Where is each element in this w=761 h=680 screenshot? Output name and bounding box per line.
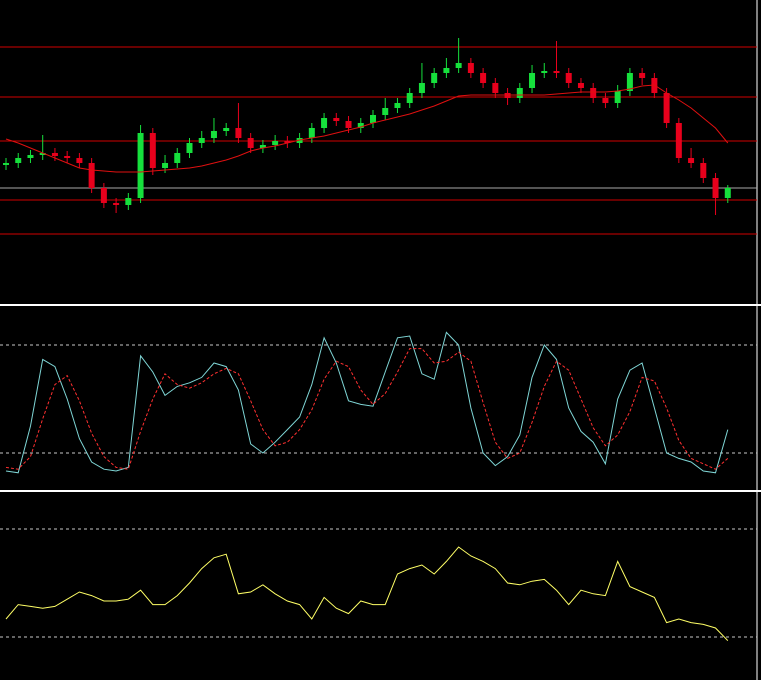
- candle-body: [675, 123, 682, 158]
- candle-body: [590, 88, 597, 98]
- candle-body: [100, 188, 107, 203]
- candle-body: [259, 145, 266, 148]
- candle-body: [76, 158, 83, 163]
- series-line: [5, 348, 729, 470]
- candle-body: [64, 156, 71, 158]
- candle-body: [418, 83, 425, 93]
- candle-body: [626, 73, 633, 91]
- candle-body: [443, 68, 450, 73]
- candle-body: [149, 133, 156, 168]
- candle-body: [3, 163, 9, 165]
- candle-body: [406, 93, 413, 103]
- series-line: [5, 84, 729, 173]
- candle-body: [431, 73, 438, 83]
- candle-body: [113, 203, 120, 205]
- candle-body: [577, 83, 584, 88]
- candle-body: [321, 118, 328, 128]
- candle-body: [88, 163, 95, 188]
- candle-body: [51, 153, 58, 156]
- candle-body: [223, 128, 230, 131]
- candle-body: [333, 118, 340, 121]
- candle-body: [125, 198, 132, 205]
- series-line: [5, 331, 729, 474]
- candle-body: [345, 121, 352, 128]
- series-line: [5, 546, 729, 641]
- candle-body: [529, 73, 536, 88]
- candle-body: [541, 71, 548, 73]
- candle-body: [480, 73, 487, 83]
- candle-body: [639, 73, 646, 78]
- candle-body: [565, 73, 572, 83]
- candle-body: [357, 123, 364, 128]
- candle-body: [712, 178, 719, 198]
- candle-body: [492, 83, 499, 93]
- candle-body: [137, 133, 144, 198]
- candle-body: [370, 115, 376, 123]
- candle-body: [39, 153, 46, 155]
- candle-body: [272, 141, 279, 145]
- candle-body: [700, 163, 707, 178]
- candle-body: [455, 63, 462, 68]
- candle-body: [553, 71, 560, 73]
- candle-body: [688, 158, 695, 163]
- candle-body: [174, 153, 181, 163]
- candle-body: [284, 141, 291, 143]
- candle-body: [516, 88, 523, 98]
- candle-body: [15, 158, 22, 163]
- candle-body: [308, 128, 315, 138]
- candle-body: [186, 143, 193, 153]
- candle-body: [663, 93, 670, 123]
- candle-body: [27, 155, 34, 158]
- candle-body: [162, 163, 169, 168]
- candle-body: [602, 98, 609, 103]
- candle-body: [467, 63, 474, 73]
- candle-body: [724, 188, 731, 198]
- candle-body: [382, 108, 389, 115]
- candle-body: [235, 128, 242, 138]
- candle-body: [198, 138, 205, 143]
- candle-body: [394, 103, 401, 108]
- candle-body: [614, 91, 621, 103]
- candle-body: [247, 138, 254, 148]
- candle-body: [210, 131, 217, 138]
